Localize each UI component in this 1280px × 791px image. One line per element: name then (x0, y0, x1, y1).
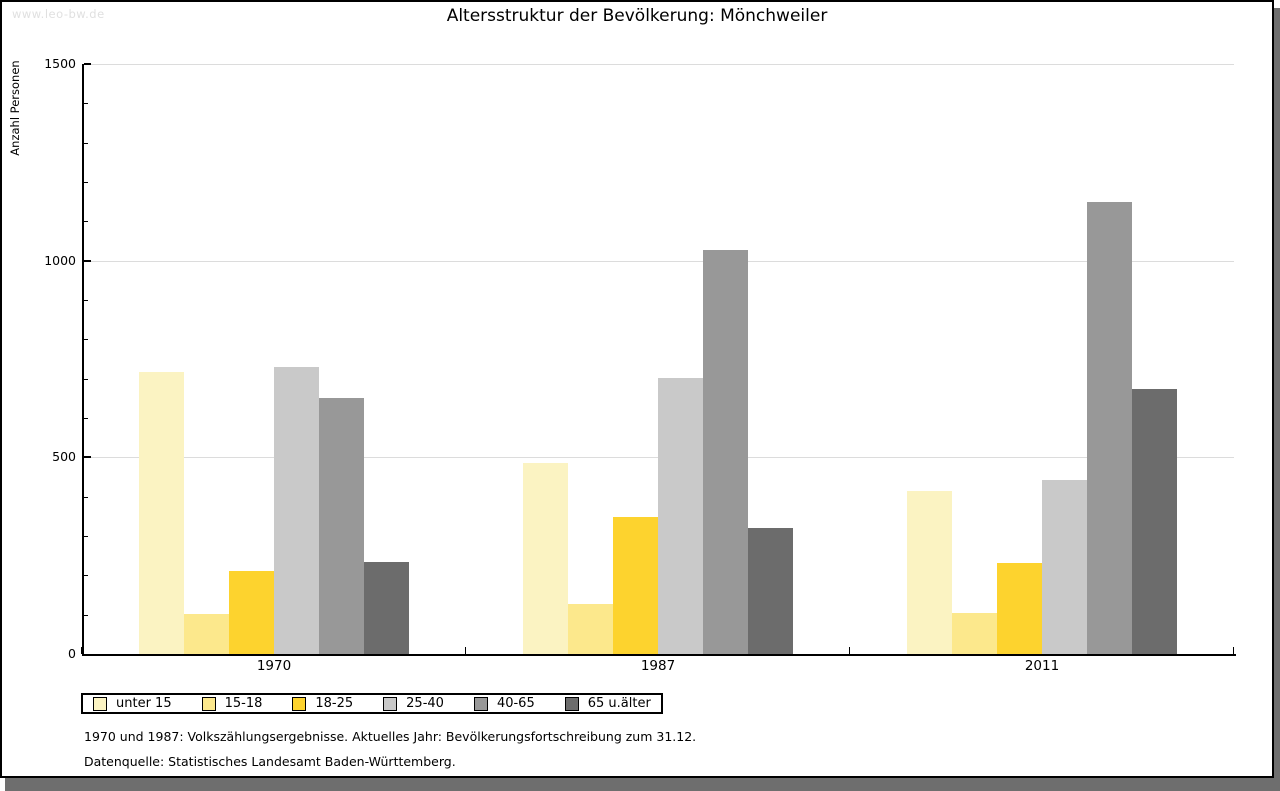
bar-2011-18-25 (997, 562, 1042, 654)
footnote-source-line-2: Datenquelle: Statistisches Landesamt Bad… (84, 754, 456, 769)
y-tick-minor-600 (84, 418, 88, 419)
bar-1970-18-25 (229, 571, 274, 654)
y-tick-minor-1100 (84, 221, 88, 223)
gridline-1000 (84, 260, 1234, 262)
x-tick-label-1987: 1987 (640, 658, 676, 674)
legend-swatch-25-40 (383, 696, 398, 711)
legend-entry-40-65: 40-65 (473, 696, 535, 711)
bar-1970-25-40 (274, 366, 319, 654)
bar-1987-40-65 (703, 249, 748, 654)
bar-1987-25-40 (658, 377, 703, 654)
legend-label-65 u.älter: 65 u.älter (587, 696, 651, 711)
y-tick-major-500 (84, 456, 91, 459)
gridline-1500 (84, 64, 1234, 65)
y-tick-minor-800 (84, 339, 88, 341)
bar-2011-40-65 (1087, 202, 1132, 654)
y-tick-major-1500 (84, 63, 91, 65)
x-axis-line (82, 654, 1236, 656)
bar-1970-65 u.älter (364, 561, 409, 654)
y-axis-title: Anzahl Personen (8, 60, 22, 156)
chart-frame: www.leo-bw.de Altersstruktur der Bevölke… (0, 0, 1274, 778)
legend-entry-18-25: 18-25 (292, 696, 353, 711)
x-axis-boundary-tick-1 (465, 647, 466, 654)
bar-1970-40-65 (319, 397, 364, 654)
legend-swatch-unter 15 (93, 696, 107, 711)
watermark: www.leo-bw.de (12, 7, 105, 21)
drop-shadow-bottom (5, 778, 1280, 791)
y-tick-major-1000 (84, 259, 91, 262)
y-axis-line (82, 64, 84, 656)
y-tick-minor-300 (84, 536, 88, 537)
footnote-source-line-1: 1970 und 1987: Volkszählungsergebnisse. … (84, 729, 697, 744)
y-tick-minor-200 (84, 575, 88, 577)
legend-label-40-65: 40-65 (496, 696, 535, 711)
x-axis-boundary-tick-0 (81, 647, 82, 654)
legend: unter 15 15-18 18-25 25-40 40-65 65 u.älter (81, 693, 663, 714)
bar-2011-15-18 (952, 613, 997, 654)
legend-label-15-18: 15-18 (224, 696, 263, 711)
x-axis-boundary-tick-3 (1233, 647, 1234, 654)
legend-swatch-65 u.älter (564, 696, 579, 711)
legend-label-18-25: 18-25 (315, 696, 354, 711)
y-tick-minor-1300 (84, 142, 88, 144)
y-tick-label-1000: 1000 (44, 252, 76, 268)
y-tick-minor-1400 (84, 103, 88, 105)
legend-label-unter 15: unter 15 (116, 696, 172, 711)
y-tick-minor-100 (84, 614, 88, 616)
x-tick-label-2011: 2011 (1024, 658, 1060, 674)
bar-2011-unter 15 (907, 491, 952, 654)
drop-shadow-right (1274, 8, 1280, 791)
legend-swatch-18-25 (292, 696, 307, 711)
y-tick-label-0: 0 (68, 646, 76, 661)
y-tick-minor-900 (84, 300, 88, 301)
bar-2011-65 u.älter (1132, 389, 1177, 654)
chart-title: Altersstruktur der Bevölkerung: Mönchwei… (446, 6, 828, 26)
x-axis-boundary-tick-2 (849, 647, 850, 654)
legend-swatch-15-18 (201, 696, 216, 711)
y-tick-label-1500: 1500 (44, 56, 76, 71)
bar-1987-18-25 (613, 517, 658, 654)
legend-entry-25-40: 25-40 (383, 696, 444, 711)
y-tick-minor-700 (84, 378, 88, 380)
bar-1987-unter 15 (523, 462, 568, 654)
x-tick-label-1970: 1970 (256, 658, 292, 674)
bar-1987-65 u.älter (748, 528, 793, 654)
legend-entry-65 u.älter: 65 u.älter (564, 696, 651, 711)
bar-1970-15-18 (184, 613, 229, 654)
y-tick-minor-400 (84, 496, 88, 498)
legend-swatch-40-65 (473, 696, 488, 711)
y-tick-label-500: 500 (52, 449, 76, 465)
bar-2011-25-40 (1042, 480, 1087, 654)
bar-1970-unter 15 (139, 371, 184, 654)
legend-label-25-40: 25-40 (406, 696, 444, 711)
y-tick-minor-1200 (84, 182, 88, 183)
legend-entry-15-18: 15-18 (201, 696, 263, 711)
bar-1987-15-18 (568, 603, 613, 654)
legend-entry-unter 15: unter 15 (93, 696, 172, 711)
